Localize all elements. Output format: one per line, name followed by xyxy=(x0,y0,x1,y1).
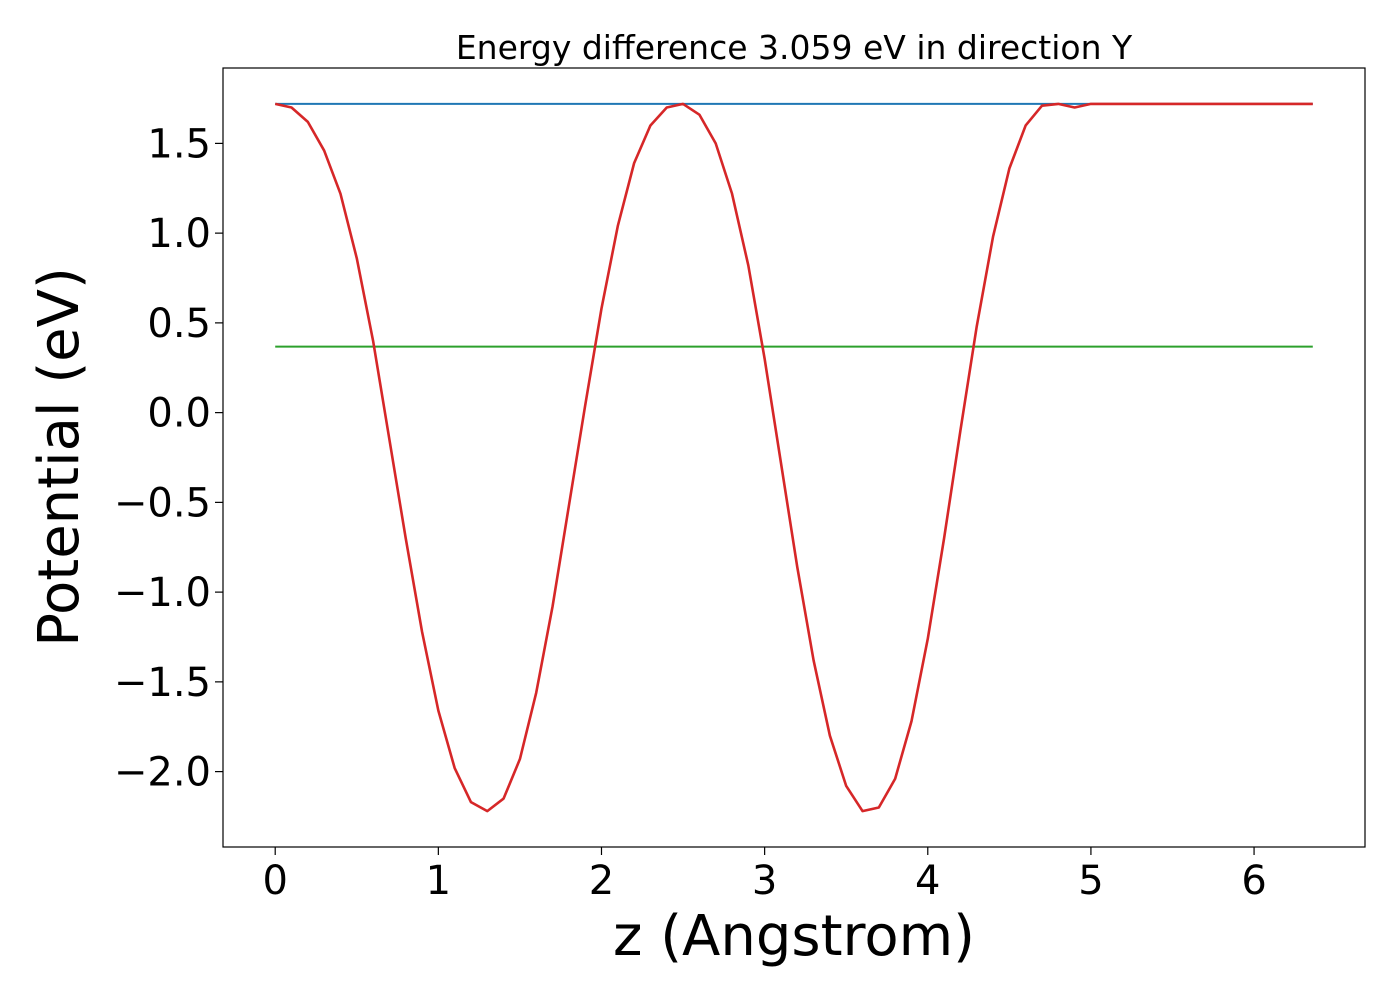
x-axis-label: z (Angstrom) xyxy=(613,904,975,969)
x-tick-label: 0 xyxy=(262,858,287,904)
chart-title: Energy difference 3.059 eV in direction … xyxy=(456,28,1133,67)
y-tick-label: −1.0 xyxy=(114,570,211,616)
x-tick-label: 6 xyxy=(1241,858,1266,904)
x-tick-label: 5 xyxy=(1078,858,1103,904)
plot-frame xyxy=(222,67,1366,848)
y-tick-label: 1.5 xyxy=(147,121,211,167)
x-tick-label: 4 xyxy=(915,858,940,904)
y-tick-label: 0.5 xyxy=(147,301,211,347)
x-tick-label: 3 xyxy=(752,858,777,904)
y-tick-label: −0.5 xyxy=(114,480,211,526)
plot-area: 0 1 2 3 4 5 6 1.5 1.0 0.5 0.0 −0.5 −1.0 −1.5 −2.0 xyxy=(114,67,1366,904)
y-tick-label: 0.0 xyxy=(147,391,211,437)
y-axis-label: Potential (eV) xyxy=(27,267,92,647)
potential-line xyxy=(274,102,1313,813)
x-tick-label: 1 xyxy=(426,858,451,904)
y-tick-label: −2.0 xyxy=(114,750,211,796)
y-tick-label: 1.0 xyxy=(147,211,211,257)
x-tick-label: 2 xyxy=(589,858,614,904)
y-tick-label: −1.5 xyxy=(114,660,211,706)
